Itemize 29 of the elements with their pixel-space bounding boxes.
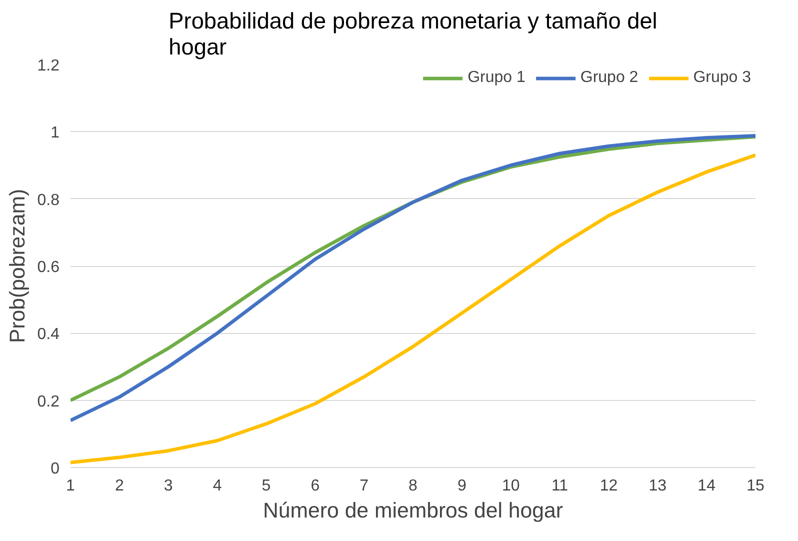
x-tick-label: 11: [551, 478, 568, 494]
x-tick-label: 5: [262, 478, 271, 494]
legend-label: Grupo 2: [580, 69, 638, 87]
y-tick-label: 0.4: [37, 326, 60, 344]
chart-title: Probabilidad de pobreza monetaria y tamaño del hogar: [168, 8, 658, 60]
y-tick-label: 1.2: [37, 58, 60, 74]
legend-label: Grupo 3: [693, 69, 751, 87]
x-tick-label: 15: [746, 478, 764, 494]
x-tick-label: 9: [457, 478, 466, 494]
line-series: [70, 153, 756, 464]
x-tick-label: 10: [502, 478, 520, 494]
x-tick-label: 7: [360, 478, 369, 494]
y-tick-label: 0: [50, 460, 60, 478]
x-tick-label: 6: [310, 478, 320, 494]
x-tick-label: 3: [164, 478, 173, 494]
y-axis-title: Prob(pobrezam): [5, 188, 30, 344]
x-tick-label: 2: [114, 478, 124, 494]
y-tick-label: 0.6: [37, 259, 60, 276]
x-tick-label: 12: [600, 478, 618, 494]
y-tick-label: 1: [50, 124, 60, 142]
legend-label: Grupo 1: [468, 69, 526, 87]
x-tick-label: 13: [648, 478, 667, 494]
y-tick-label: 0.8: [37, 192, 60, 209]
x-tick-label: 1: [66, 478, 76, 494]
x-tick-label: 8: [408, 478, 418, 494]
x-tick-label: 4: [212, 478, 222, 494]
x-axis-title: Número de miembros del hogar: [263, 498, 563, 522]
x-tick-label: 14: [698, 478, 716, 494]
y-tick-label: 0.2: [37, 393, 60, 410]
